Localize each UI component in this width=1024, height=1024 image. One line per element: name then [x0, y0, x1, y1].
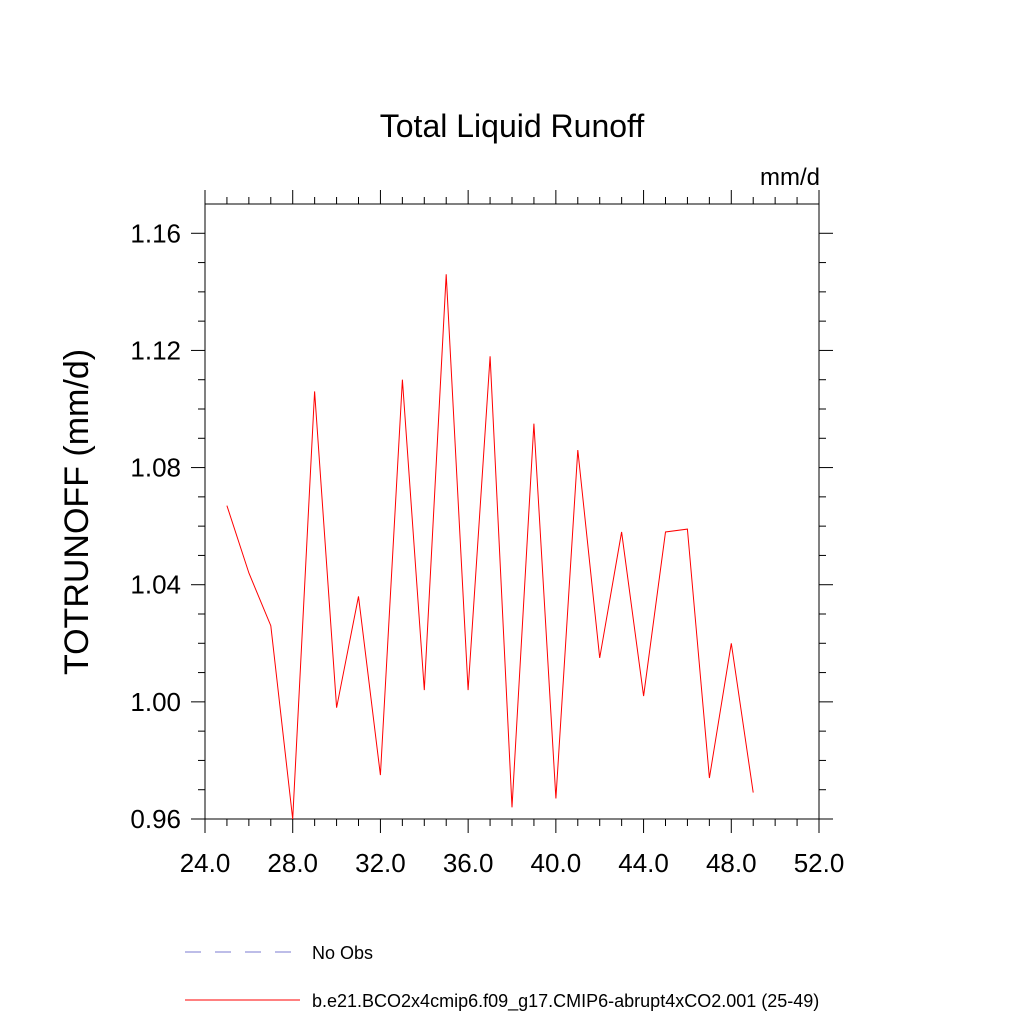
y-tick-label: 1.04 [130, 570, 181, 600]
x-tick-labels: 24.0 28.0 32.0 36.0 40.0 44.0 48.0 52.0 [180, 848, 845, 878]
y-tick-label: 1.12 [130, 335, 181, 365]
legend: No Obs b.e21.BCO2x4cmip6.f09_g17.CMIP6-a… [185, 943, 819, 1012]
x-tick-label: 48.0 [706, 848, 757, 878]
x-tick-label: 36.0 [443, 848, 494, 878]
chart-title: Total Liquid Runoff [380, 108, 645, 144]
y-tick-label: 0.96 [130, 804, 181, 834]
series-layer [226, 274, 754, 820]
x-tick-label: 28.0 [267, 848, 318, 878]
units-label: mm/d [760, 164, 820, 191]
legend-label-model: b.e21.BCO2x4cmip6.f09_g17.CMIP6-abrupt4x… [312, 991, 819, 1012]
y-tick-label: 1.08 [130, 453, 181, 483]
x-tick-label: 32.0 [355, 848, 406, 878]
x-tick-label: 44.0 [618, 848, 669, 878]
y-tick-label: 1.00 [130, 687, 181, 717]
legend-label-no-obs: No Obs [312, 943, 373, 963]
x-tick-label: 52.0 [794, 848, 845, 878]
x-tick-label: 40.0 [531, 848, 582, 878]
y-tick-label: 1.16 [130, 218, 181, 248]
y-axis-label: TOTRUNOFF (mm/d) [58, 349, 96, 675]
x-tick-label: 24.0 [180, 848, 231, 878]
y-tick-labels: 0.96 1.00 1.04 1.08 1.12 1.16 [130, 218, 181, 834]
axis-ticks [191, 190, 833, 833]
series-line-model [226, 274, 754, 820]
